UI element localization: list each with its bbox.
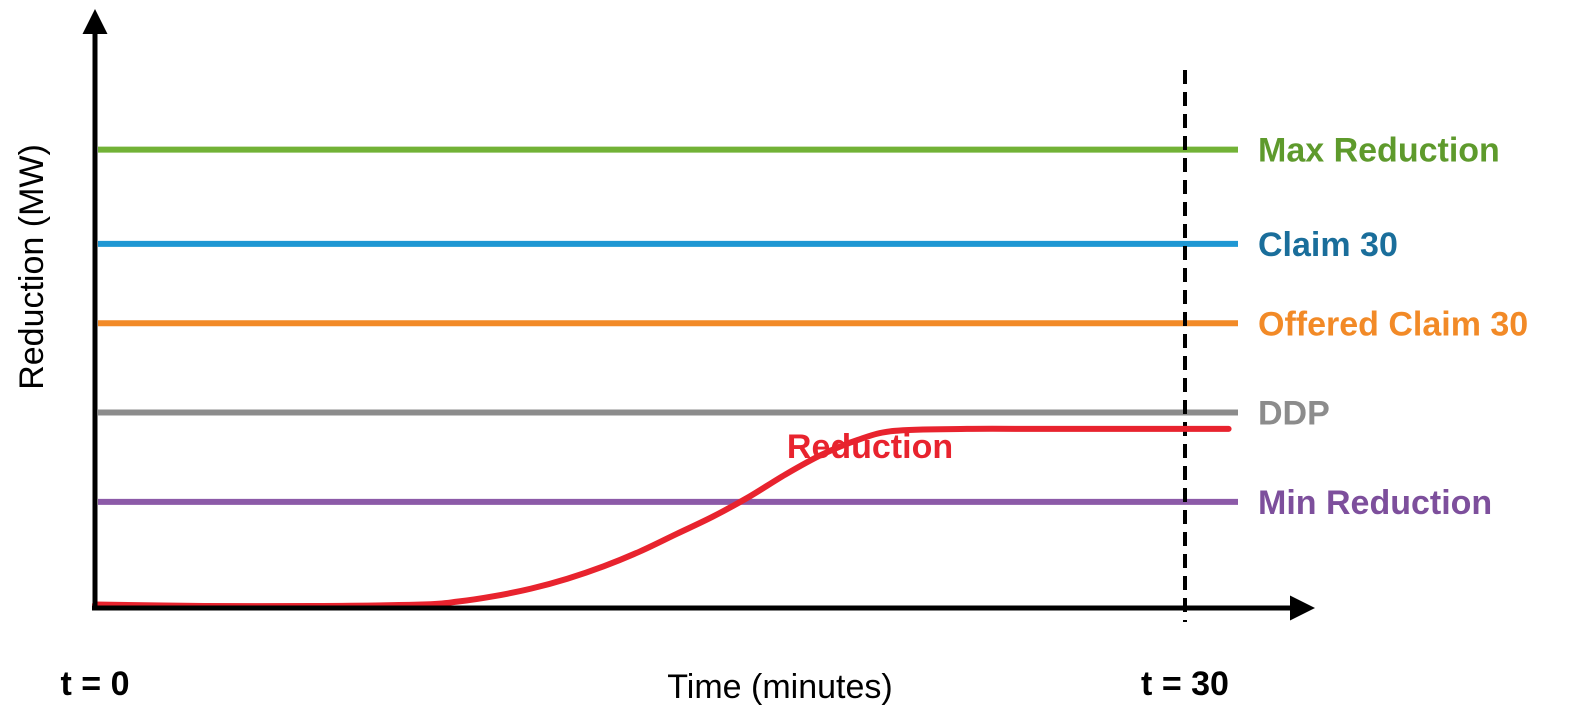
max-reduction-label: Max Reduction [1258,132,1500,170]
series-group: Reduction [92,425,1232,610]
x-tick-label: t = 0 [61,665,130,703]
level-labels: Max Reduction Claim 30 Offered Claim 30 DDP… [1258,132,1528,522]
claim-30-label: Claim 30 [1258,226,1398,264]
reduction-series-label: Reduction [787,428,953,466]
y-axis-label: Reduction (MW) [13,144,51,390]
offered-claim-30-label: Offered Claim 30 [1258,305,1528,343]
x-axis-label: Time (minutes) [667,668,892,706]
reference-levels [98,146,1238,505]
x-tick-labels: t = 0 t = 30 [61,665,1229,703]
ddp-label: DDP [1258,395,1330,433]
x-tick-label: t = 30 [1141,665,1229,703]
min-reduction-label: Min Reduction [1258,484,1492,522]
reduction-series-line [92,425,1232,610]
